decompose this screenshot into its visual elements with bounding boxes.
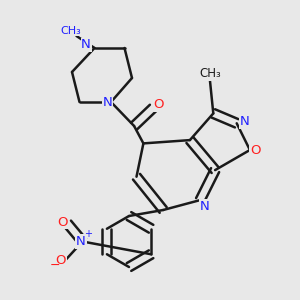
Text: O: O: [57, 215, 68, 229]
Text: O: O: [154, 98, 164, 112]
Text: N: N: [76, 235, 86, 248]
Text: CH₃: CH₃: [60, 26, 81, 36]
Text: −: −: [49, 259, 60, 272]
Text: CH₃: CH₃: [199, 67, 221, 80]
Text: O: O: [250, 143, 260, 157]
Text: N: N: [81, 38, 91, 52]
Text: +: +: [85, 229, 92, 239]
Text: O: O: [56, 254, 66, 268]
Text: N: N: [200, 200, 209, 213]
Text: N: N: [239, 115, 249, 128]
Text: N: N: [103, 95, 112, 109]
